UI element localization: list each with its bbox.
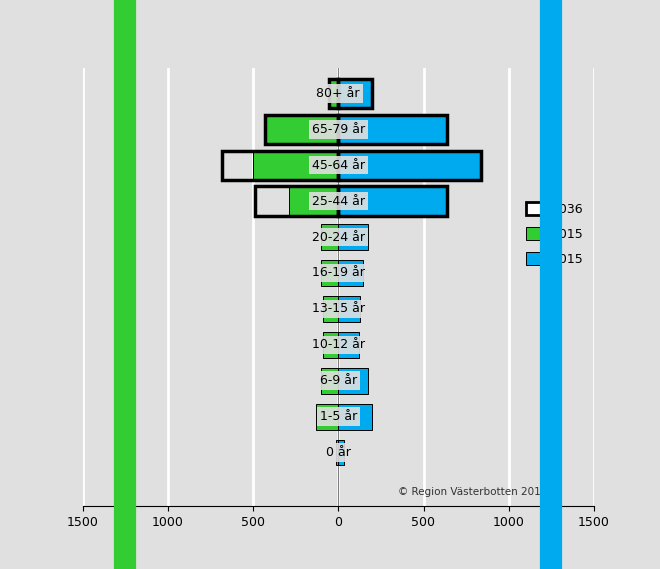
Bar	[338, 79, 372, 108]
Bar	[289, 187, 338, 216]
Bar	[255, 187, 338, 216]
Bar	[329, 79, 338, 108]
Bar	[222, 151, 338, 180]
Bar	[338, 151, 482, 180]
Text: 10-12 år: 10-12 år	[312, 339, 365, 351]
Bar	[338, 151, 482, 180]
Text: 80+ år: 80+ år	[317, 87, 360, 100]
Bar	[265, 114, 338, 144]
Bar	[321, 368, 338, 394]
Bar	[316, 403, 338, 430]
Bar	[338, 403, 372, 430]
Bar	[338, 332, 359, 358]
Bar	[336, 440, 338, 465]
Text: 0 år: 0 år	[326, 446, 350, 459]
Bar	[338, 260, 363, 286]
Bar	[321, 224, 338, 250]
Bar	[338, 187, 447, 216]
Bar	[329, 79, 338, 108]
Text: 6-9 år: 6-9 år	[319, 374, 357, 387]
Bar	[338, 187, 447, 216]
Bar	[338, 224, 368, 250]
Bar	[338, 114, 447, 144]
Text: 45-64 år: 45-64 år	[312, 159, 365, 172]
Text: 16-19 år: 16-19 år	[312, 266, 365, 279]
Bar	[323, 332, 338, 358]
Bar	[265, 114, 338, 144]
Bar	[338, 440, 345, 465]
Bar	[321, 260, 338, 286]
Text: 25-44 år: 25-44 år	[312, 195, 365, 208]
Bar	[338, 114, 447, 144]
Text: © Region Västerbotten 2016: © Region Västerbotten 2016	[398, 487, 547, 497]
Bar	[338, 296, 360, 322]
Bar	[338, 79, 372, 108]
Bar	[323, 296, 338, 322]
Legend: 2036, 2015, 2015: 2036, 2015, 2015	[521, 197, 588, 271]
Text: 1-5 år: 1-5 år	[319, 410, 357, 423]
Bar	[253, 151, 338, 180]
Text: 65-79 år: 65-79 år	[312, 123, 365, 136]
Text: 20-24 år: 20-24 år	[312, 230, 365, 244]
Text: 13-15 år: 13-15 år	[312, 302, 365, 315]
Bar	[338, 368, 368, 394]
